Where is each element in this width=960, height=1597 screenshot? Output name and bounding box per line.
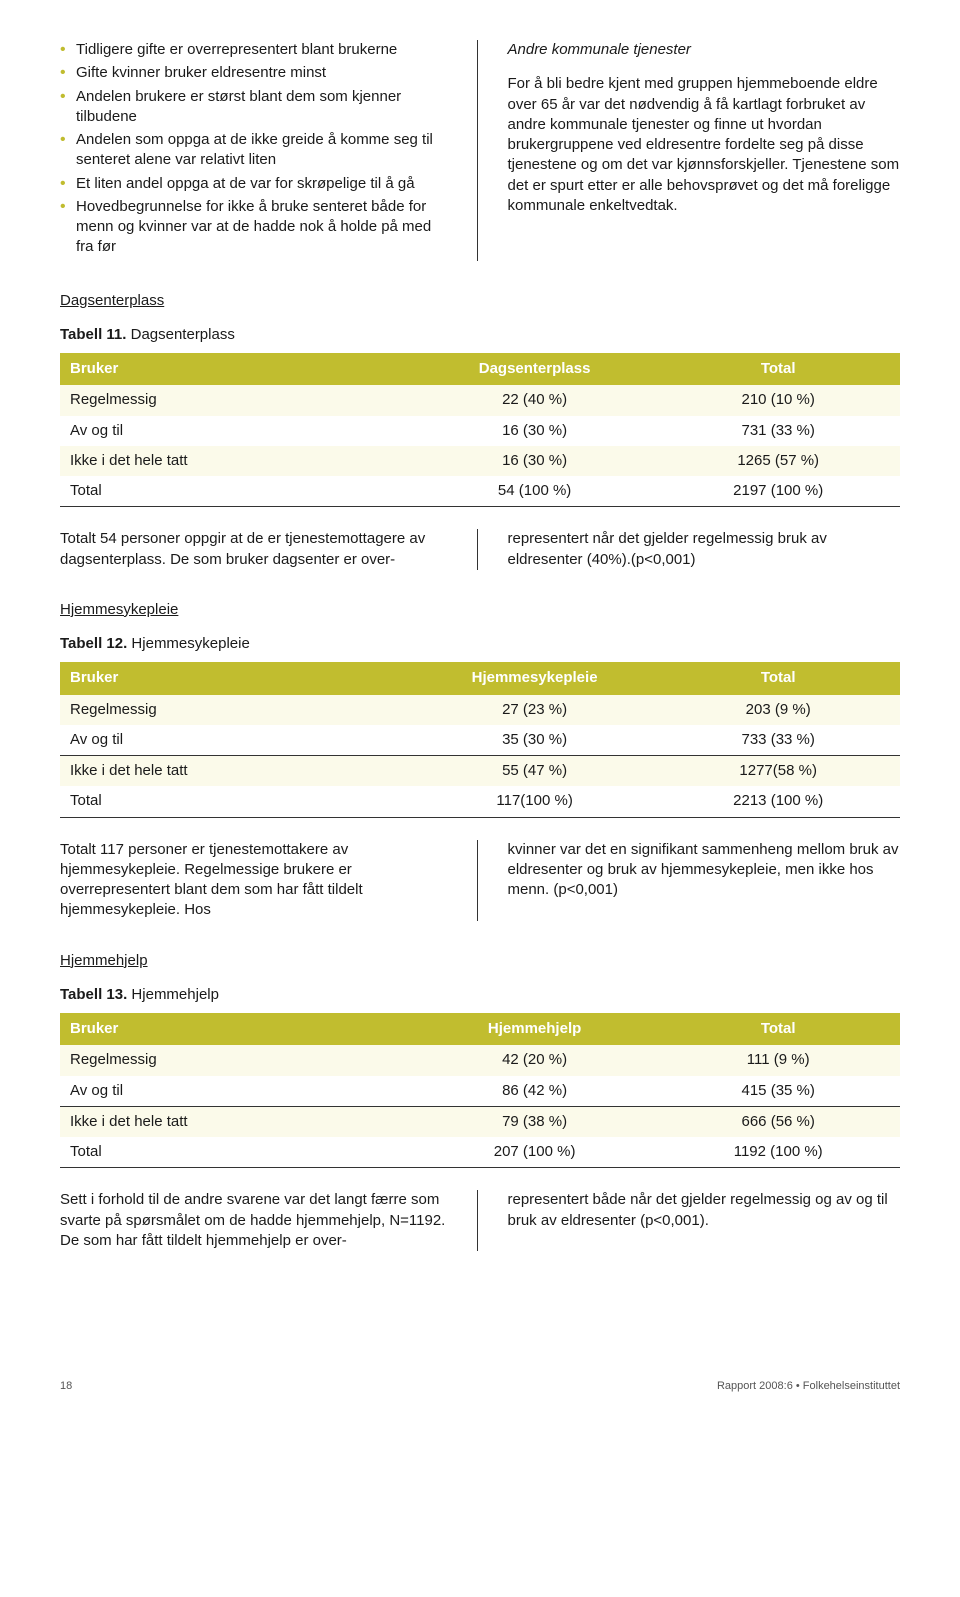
table-cell: 1265 (57 %) (656, 446, 900, 476)
table-cell: 2197 (100 %) (656, 476, 900, 507)
table-row: Av og til86 (42 %)415 (35 %) (60, 1076, 900, 1107)
table-cell: 16 (30 %) (413, 446, 657, 476)
table-cell: 731 (33 %) (656, 416, 900, 446)
bullet-item: Gifte kvinner bruker eldresentre minst (60, 63, 453, 83)
table-header-cell: Bruker (60, 1013, 413, 1045)
table-cell: Av og til (60, 416, 413, 446)
table-cell: Av og til (60, 725, 413, 756)
table-header-cell: Hjemmesykepleie (413, 662, 657, 694)
bullet-list: Tidligere gifte er overrepresentert blan… (60, 40, 453, 258)
table-cell: Av og til (60, 1076, 413, 1107)
section-para-left: Sett i forhold til de andre svarene var … (60, 1190, 478, 1251)
table-cell: Ikke i det hele tatt (60, 446, 413, 476)
table-row: Regelmessig27 (23 %)203 (9 %) (60, 695, 900, 725)
footer-source: Rapport 2008:6 • Folkehelseinstituttet (717, 1379, 900, 1394)
table-cell: Total (60, 476, 413, 507)
table-cell: 207 (100 %) (413, 1137, 657, 1168)
section-para-left: Totalt 54 personer oppgir at de er tjene… (60, 529, 478, 570)
table-cell: 733 (33 %) (656, 725, 900, 756)
section-para-right: representert både når det gjelder regelm… (508, 1190, 901, 1251)
table-cell: Ikke i det hele tatt (60, 1106, 413, 1137)
table-cell: 35 (30 %) (413, 725, 657, 756)
bullet-item: Andelen brukere er størst blant dem som … (60, 87, 453, 128)
table-cell: 54 (100 %) (413, 476, 657, 507)
section-paragraph-columns: Totalt 117 personer er tjenestemottakere… (60, 840, 900, 921)
table-cell: 2213 (100 %) (656, 786, 900, 817)
table-row: Regelmessig22 (40 %)210 (10 %) (60, 385, 900, 415)
table-cell: Ikke i det hele tatt (60, 756, 413, 787)
page-footer: 18 Rapport 2008:6 • Folkehelseinstitutte… (60, 1371, 900, 1394)
section-heading: Dagsenterplass (60, 291, 900, 311)
section-heading: Hjemmehjelp (60, 951, 900, 971)
table-row: Ikke i det hele tatt79 (38 %)666 (56 %) (60, 1106, 900, 1137)
table-cell: 86 (42 %) (413, 1076, 657, 1107)
table-cell: Total (60, 1137, 413, 1168)
table-cell: 42 (20 %) (413, 1045, 657, 1075)
section-paragraph-columns: Sett i forhold til de andre svarene var … (60, 1190, 900, 1251)
table-header-cell: Total (656, 353, 900, 385)
table-cell: 1277(58 %) (656, 756, 900, 787)
table-row: Av og til35 (30 %)733 (33 %) (60, 725, 900, 756)
table-cell: 55 (47 %) (413, 756, 657, 787)
data-table: BrukerDagsenterplassTotalRegelmessig22 (… (60, 353, 900, 507)
table-caption: Tabell 13. Hjemmehjelp (60, 985, 900, 1005)
table-cell: 111 (9 %) (656, 1045, 900, 1075)
table-cell: Total (60, 786, 413, 817)
section-heading: Hjemmesykepleie (60, 600, 900, 620)
table-row: Total54 (100 %)2197 (100 %) (60, 476, 900, 507)
table-row: Av og til16 (30 %)731 (33 %) (60, 416, 900, 446)
table-cell: Regelmessig (60, 385, 413, 415)
table-row: Ikke i det hele tatt55 (47 %)1277(58 %) (60, 756, 900, 787)
bullet-item: Andelen som oppga at de ikke greide å ko… (60, 130, 453, 171)
table-cell: 16 (30 %) (413, 416, 657, 446)
section-paragraph-columns: Totalt 54 personer oppgir at de er tjene… (60, 529, 900, 570)
table-row: Regelmessig42 (20 %)111 (9 %) (60, 1045, 900, 1075)
bullet-item: Tidligere gifte er overrepresentert blan… (60, 40, 453, 60)
table-cell: 27 (23 %) (413, 695, 657, 725)
table-cell: 210 (10 %) (656, 385, 900, 415)
intro-right-col: Andre kommunale tjenester For å bli bedr… (508, 40, 901, 261)
data-table: BrukerHjemmesykepleieTotalRegelmessig27 … (60, 662, 900, 817)
table-header-cell: Hjemmehjelp (413, 1013, 657, 1045)
table-caption: Tabell 12. Hjemmesykepleie (60, 634, 900, 654)
table-header-cell: Dagsenterplass (413, 353, 657, 385)
table-caption: Tabell 11. Dagsenterplass (60, 325, 900, 345)
table-cell: 22 (40 %) (413, 385, 657, 415)
page-number: 18 (60, 1379, 72, 1394)
table-header-cell: Total (656, 662, 900, 694)
table-cell: Regelmessig (60, 1045, 413, 1075)
table-header-cell: Bruker (60, 353, 413, 385)
table-cell: Regelmessig (60, 695, 413, 725)
section-para-right: kvinner var det en signifikant sammenhen… (508, 840, 901, 921)
table-cell: 415 (35 %) (656, 1076, 900, 1107)
section-para-left: Totalt 117 personer er tjenestemottakere… (60, 840, 478, 921)
table-row: Total117(100 %)2213 (100 %) (60, 786, 900, 817)
data-table: BrukerHjemmehjelpTotalRegelmessig42 (20 … (60, 1013, 900, 1168)
table-cell: 117(100 %) (413, 786, 657, 817)
table-header-cell: Total (656, 1013, 900, 1045)
table-cell: 79 (38 %) (413, 1106, 657, 1137)
sections-container: Dagsenterplass Tabell 11. Dagsenterplass B… (60, 291, 900, 1252)
bullet-item: Hovedbegrunnelse for ikke å bruke senter… (60, 197, 453, 258)
right-body: For å bli bedre kjent med gruppen hjemme… (508, 74, 901, 216)
bullet-item: Et liten andel oppga at de var for skrøp… (60, 174, 453, 194)
section-para-right: representert når det gjelder regelmessig… (508, 529, 901, 570)
table-cell: 203 (9 %) (656, 695, 900, 725)
intro-left-col: Tidligere gifte er overrepresentert blan… (60, 40, 478, 261)
table-cell: 666 (56 %) (656, 1106, 900, 1137)
intro-columns: Tidligere gifte er overrepresentert blan… (60, 40, 900, 261)
right-heading: Andre kommunale tjenester (508, 40, 901, 60)
table-cell: 1192 (100 %) (656, 1137, 900, 1168)
table-row: Ikke i det hele tatt16 (30 %)1265 (57 %) (60, 446, 900, 476)
table-header-cell: Bruker (60, 662, 413, 694)
table-row: Total207 (100 %)1192 (100 %) (60, 1137, 900, 1168)
